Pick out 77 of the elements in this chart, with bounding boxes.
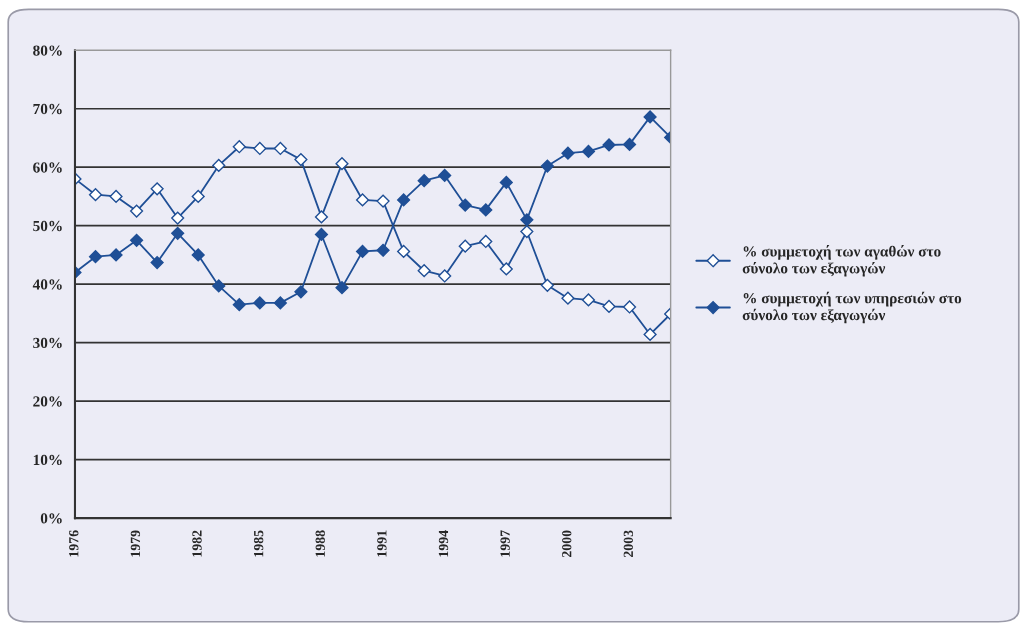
- x-tick-label: 1982: [192, 530, 202, 557]
- point: [376, 194, 390, 208]
- point: [499, 175, 513, 189]
- point: [479, 203, 493, 217]
- point: [212, 158, 226, 173]
- point: [171, 211, 185, 225]
- point: [88, 250, 103, 264]
- y-tick-label: 50%: [33, 220, 62, 232]
- x-tick-label: 1988: [315, 530, 325, 557]
- point: [581, 144, 596, 159]
- point: [397, 244, 411, 259]
- point: [561, 291, 575, 305]
- point: [622, 137, 637, 151]
- point: [171, 226, 185, 240]
- point: [212, 279, 226, 293]
- x-tick-label: 1985: [253, 530, 264, 557]
- y-tick-label: 70%: [33, 103, 62, 115]
- point: [438, 168, 452, 182]
- x-tick-label: 1976: [69, 530, 79, 557]
- point: [438, 269, 452, 283]
- point: [602, 138, 616, 152]
- point: [458, 239, 472, 253]
- y-tick-label: 60%: [33, 162, 62, 173]
- point: [130, 233, 144, 247]
- point: [314, 227, 329, 242]
- y-tick-label: 0%: [40, 513, 62, 524]
- point: [150, 255, 164, 270]
- point: [622, 300, 637, 314]
- point: [109, 189, 123, 204]
- point: [417, 264, 431, 278]
- point: [130, 204, 144, 218]
- point: [232, 298, 246, 312]
- point: [643, 327, 657, 342]
- x-tick-label: 2000: [562, 530, 572, 558]
- point: [355, 244, 370, 259]
- point: [561, 146, 575, 160]
- point: [479, 234, 493, 249]
- x-tick-label: 1997: [500, 530, 510, 557]
- point: [355, 193, 370, 207]
- point: [602, 299, 616, 313]
- point: [232, 140, 246, 154]
- point: [109, 248, 123, 262]
- point: [150, 182, 164, 196]
- point: [88, 188, 103, 202]
- point: [294, 153, 308, 167]
- point: [520, 224, 534, 239]
- point: [520, 213, 534, 227]
- point: [253, 141, 267, 156]
- legend-label: % συμμετοχή των αγαθών στο σύνολο των εξαγωγών: [742, 245, 941, 277]
- point: [335, 157, 349, 171]
- point: [335, 281, 349, 295]
- point: [458, 198, 472, 212]
- x-tick-label: 1994: [438, 530, 449, 557]
- point: [191, 189, 205, 204]
- point: [253, 296, 267, 310]
- y-tick-label: 30%: [33, 337, 62, 349]
- y-tick-label: 80%: [33, 45, 62, 56]
- point: [314, 210, 329, 224]
- point: [540, 159, 554, 173]
- x-tick-label: 1979: [130, 530, 141, 557]
- point: [191, 248, 205, 262]
- point: [376, 243, 390, 257]
- y-tick-label: 10%: [33, 454, 62, 466]
- point: [397, 193, 411, 207]
- x-tick-label: 2003: [623, 530, 634, 558]
- y-tick-label: 20%: [33, 396, 62, 407]
- point: [540, 278, 554, 292]
- point: [499, 262, 513, 276]
- point: [643, 110, 657, 124]
- point: [273, 141, 287, 156]
- x-tick-label: 1991: [377, 530, 387, 557]
- legend-label: % συμμετοχή των υπηρεσιών στο σύνολο των εξαγωγών: [742, 291, 962, 324]
- point: [273, 296, 287, 310]
- y-tick-label: 40%: [32, 279, 62, 290]
- point: [581, 293, 596, 307]
- point: [294, 285, 308, 299]
- point: [417, 174, 431, 188]
